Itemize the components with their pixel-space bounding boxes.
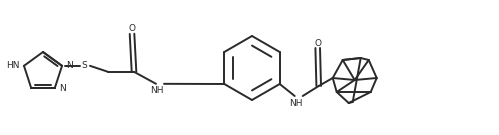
Text: O: O [314, 38, 321, 48]
Text: S: S [81, 61, 87, 70]
Text: N: N [59, 84, 65, 93]
Text: N: N [66, 61, 73, 70]
Text: HN: HN [6, 61, 20, 70]
Text: NH: NH [289, 99, 302, 107]
Text: O: O [129, 24, 136, 33]
Text: NH: NH [150, 86, 164, 95]
